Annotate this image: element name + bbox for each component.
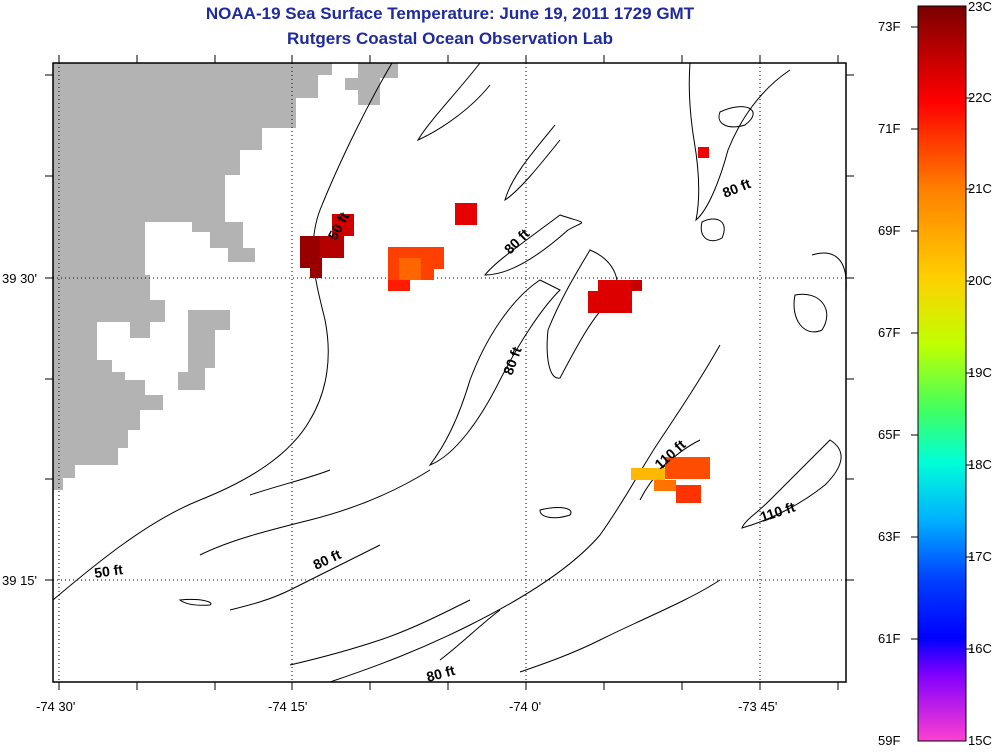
sst-pixel [588, 291, 632, 313]
sst-pixel [598, 280, 632, 291]
colorbar-f-label: 65F [878, 427, 901, 442]
sst-pixel [320, 236, 344, 258]
map-frame [52, 62, 847, 683]
land-mass [53, 63, 332, 490]
sst-pixel [455, 203, 477, 225]
colorbar-f-label: 69F [878, 223, 901, 238]
colorbar-f-label: 73F [878, 19, 901, 34]
land-peninsula [178, 310, 230, 390]
lon-label: -74 0' [509, 699, 541, 714]
colorbar-f-label: 59F [878, 733, 901, 748]
lon-label: -74 30' [36, 699, 75, 714]
depth-label: 80 ft [425, 662, 457, 685]
map-title: NOAA-19 Sea Surface Temperature: June 19… [205, 4, 695, 23]
colorbar-c-label: 16C [968, 641, 992, 656]
colorbar-c-label: 17C [968, 549, 992, 564]
map-subtitle: Rutgers Coastal Ocean Observation Lab [287, 29, 613, 48]
colorbar-c-label: 19C [968, 365, 992, 380]
colorbar-c-label: 15C [968, 733, 992, 748]
colorbar-c-label: 18C [968, 457, 992, 472]
colorbar-c-label: 22C [968, 90, 992, 105]
sst-pixel [654, 480, 676, 491]
temperature-colorbar [917, 5, 967, 742]
frame-ticks [45, 55, 854, 690]
sst-pixel [631, 468, 665, 480]
land-island-north [345, 63, 398, 105]
colorbar-f-label: 63F [878, 529, 901, 544]
lon-label: -73 45' [738, 699, 777, 714]
colorbar-f-label: 67F [878, 325, 901, 340]
colorbar-c-label: 21C [968, 181, 992, 196]
colorbar-c-label: 20C [968, 273, 992, 288]
depth-contours [52, 62, 847, 683]
graticule [53, 63, 846, 682]
colorbar-f-label: 61F [878, 631, 901, 646]
sst-pixel [300, 236, 322, 268]
lon-label: -74 15' [268, 699, 307, 714]
sst-pixel [631, 280, 642, 291]
lat-label: 39 15' [2, 573, 37, 588]
sst-pixel [332, 214, 354, 236]
lat-label: 39 30' [2, 271, 37, 286]
depth-label: 50 ft [93, 561, 124, 581]
sst-pixel [310, 262, 322, 278]
sst-pixel [676, 485, 701, 503]
sst-pixel [399, 258, 421, 280]
colorbar-c-label: 23C [968, 0, 992, 14]
colorbar-f-label: 71F [878, 121, 901, 136]
sst-pixel-layer [300, 147, 710, 503]
sst-pixel [388, 280, 410, 291]
sst-pixel [698, 147, 709, 158]
colorbar-ticks [911, 26, 973, 650]
sst-pixel [665, 457, 710, 479]
